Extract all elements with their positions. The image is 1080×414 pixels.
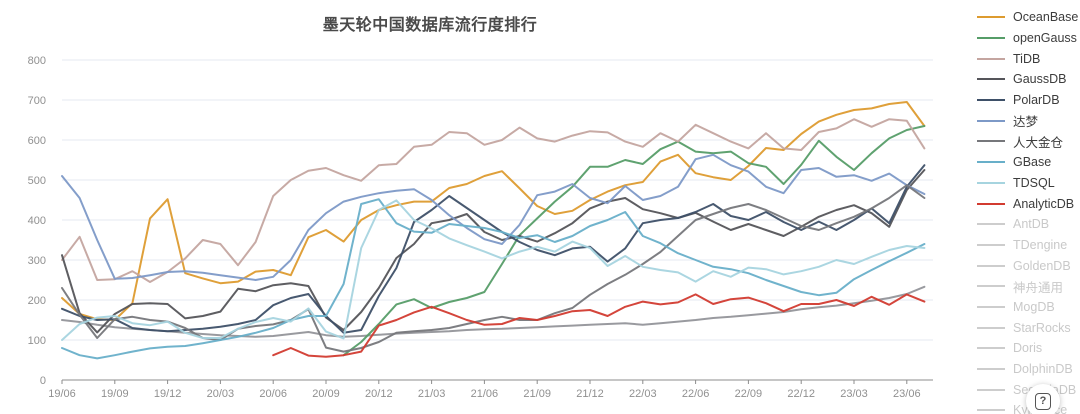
- x-tick-label: 19/06: [48, 388, 76, 400]
- legend-label: TDengine: [1013, 237, 1068, 252]
- legend-swatch: [977, 37, 1005, 40]
- chart-legend: OceanBase openGauss TiDB GaussDB PolarDB 达梦人大…: [977, 7, 1078, 414]
- legend-label: GoldenDB: [1013, 258, 1071, 273]
- legend-item-AntDB[interactable]: AntDB: [977, 214, 1078, 235]
- legend-item-openGauss[interactable]: openGauss: [977, 28, 1078, 49]
- legend-item-DolphinDB[interactable]: DolphinDB: [977, 359, 1078, 380]
- legend-label: StarRocks: [1013, 320, 1071, 335]
- series-line-TDSQL: [61, 199, 926, 341]
- x-tick-label: 19/09: [101, 388, 129, 400]
- legend-swatch: [977, 368, 1005, 371]
- legend-item-PolarDB[interactable]: PolarDB: [977, 90, 1078, 111]
- y-tick-label: 800: [28, 55, 46, 67]
- legend-swatch: [977, 409, 1005, 412]
- series-line-达梦: [61, 153, 926, 281]
- y-tick-label: 500: [28, 175, 46, 187]
- legend-swatch: [977, 161, 1005, 164]
- x-tick-label: 22/12: [787, 388, 815, 400]
- x-tick-label: 20/06: [259, 388, 287, 400]
- y-tick-label: 300: [28, 255, 46, 267]
- legend-item-OceanBase[interactable]: OceanBase: [977, 7, 1078, 28]
- legend-item-AnalyticDB[interactable]: AnalyticDB: [977, 193, 1078, 214]
- legend-label: OceanBase: [1013, 10, 1079, 25]
- legend-swatch: [977, 119, 1005, 122]
- legend-item-MogDB[interactable]: MogDB: [977, 297, 1078, 318]
- series-line-TDengine: [61, 285, 926, 338]
- x-tick-label: 21/09: [523, 388, 551, 400]
- legend-label: TiDB: [1013, 51, 1041, 66]
- legend-swatch: [977, 326, 1005, 329]
- legend-swatch: [977, 347, 1005, 350]
- y-tick-label: 200: [28, 295, 46, 307]
- y-tick-label: 0: [40, 375, 46, 387]
- legend-swatch: [977, 16, 1005, 19]
- x-tick-label: 22/03: [629, 388, 657, 400]
- series-line-GaussDB: [61, 169, 926, 334]
- series-line-OceanBase: [61, 101, 926, 321]
- x-tick-label: 22/09: [735, 388, 763, 400]
- legend-item-TDSQL[interactable]: TDSQL: [977, 173, 1078, 194]
- series-line-人大金仓: [61, 184, 926, 353]
- series-line-AnalyticDB: [272, 293, 926, 358]
- x-tick-label: 21/06: [471, 388, 499, 400]
- line-chart-canvas: 0 100 200 300 400 500 600 700 800 19/06 19/09 19/12…: [28, 55, 933, 400]
- legend-label: DolphinDB: [1013, 362, 1073, 377]
- chart-title: 墨天轮中国数据库流行度排行: [322, 17, 538, 34]
- legend-item-达梦[interactable]: 达梦: [977, 110, 1078, 131]
- legend-item-GoldenDB[interactable]: GoldenDB: [977, 255, 1078, 276]
- series-line-PolarDB: [61, 164, 926, 334]
- legend-label: TDSQL: [1013, 175, 1055, 190]
- legend-item-神舟通用[interactable]: 神舟通用: [977, 276, 1078, 297]
- legend-label: GBase: [1013, 155, 1052, 170]
- legend-swatch: [977, 223, 1005, 226]
- legend-label: AnalyticDB: [1013, 196, 1075, 211]
- x-tick-label: 20/03: [207, 388, 235, 400]
- legend-swatch: [977, 243, 1005, 246]
- x-tick-label: 23/06: [893, 388, 921, 400]
- x-tick-label: 20/09: [312, 388, 340, 400]
- series-line-TiDB: [61, 118, 926, 283]
- legend-label: GaussDB: [1013, 72, 1067, 87]
- help-button[interactable]: ?: [1026, 384, 1060, 414]
- legend-swatch: [977, 285, 1005, 288]
- legend-swatch: [977, 57, 1005, 60]
- legend-item-GaussDB[interactable]: GaussDB: [977, 69, 1078, 90]
- legend-label: MogDB: [1013, 299, 1055, 314]
- legend-swatch: [977, 140, 1005, 143]
- legend-item-Doris[interactable]: Doris: [977, 338, 1078, 359]
- legend-item-TDengine[interactable]: TDengine: [977, 235, 1078, 256]
- legend-label: openGauss: [1013, 31, 1077, 46]
- legend-label: Doris: [1013, 341, 1043, 356]
- legend-swatch: [977, 99, 1005, 102]
- question-icon: ?: [1034, 392, 1052, 410]
- x-tick-label: 21/12: [576, 388, 604, 400]
- legend-label: 人大金仓: [1013, 135, 1064, 150]
- y-tick-label: 400: [28, 215, 46, 227]
- series-line-openGauss: [342, 125, 926, 357]
- legend-item-TiDB[interactable]: TiDB: [977, 48, 1078, 69]
- x-tick-label: 19/12: [154, 388, 182, 400]
- x-tick-label: 21/03: [418, 388, 446, 400]
- x-tick-label: 23/03: [840, 388, 868, 400]
- legend-item-StarRocks[interactable]: StarRocks: [977, 317, 1078, 338]
- x-tick-label: 22/06: [682, 388, 710, 400]
- y-tick-label: 100: [28, 335, 46, 347]
- y-tick-label: 600: [28, 135, 46, 147]
- legend-item-GBase[interactable]: GBase: [977, 152, 1078, 173]
- legend-label: 达梦: [1013, 115, 1039, 130]
- legend-label: 神舟通用: [1013, 280, 1064, 295]
- legend-swatch: [977, 78, 1005, 81]
- x-tick-label: 20/12: [365, 388, 393, 400]
- legend-item-人大金仓[interactable]: 人大金仓: [977, 131, 1078, 152]
- legend-swatch: [977, 202, 1005, 205]
- legend-swatch: [977, 305, 1005, 308]
- legend-label: PolarDB: [1013, 93, 1060, 108]
- legend-label: AntDB: [1013, 217, 1050, 232]
- series-line-GBase: [61, 198, 926, 360]
- legend-swatch: [977, 388, 1005, 391]
- legend-swatch: [977, 264, 1005, 267]
- y-tick-label: 700: [28, 95, 46, 107]
- legend-swatch: [977, 181, 1005, 184]
